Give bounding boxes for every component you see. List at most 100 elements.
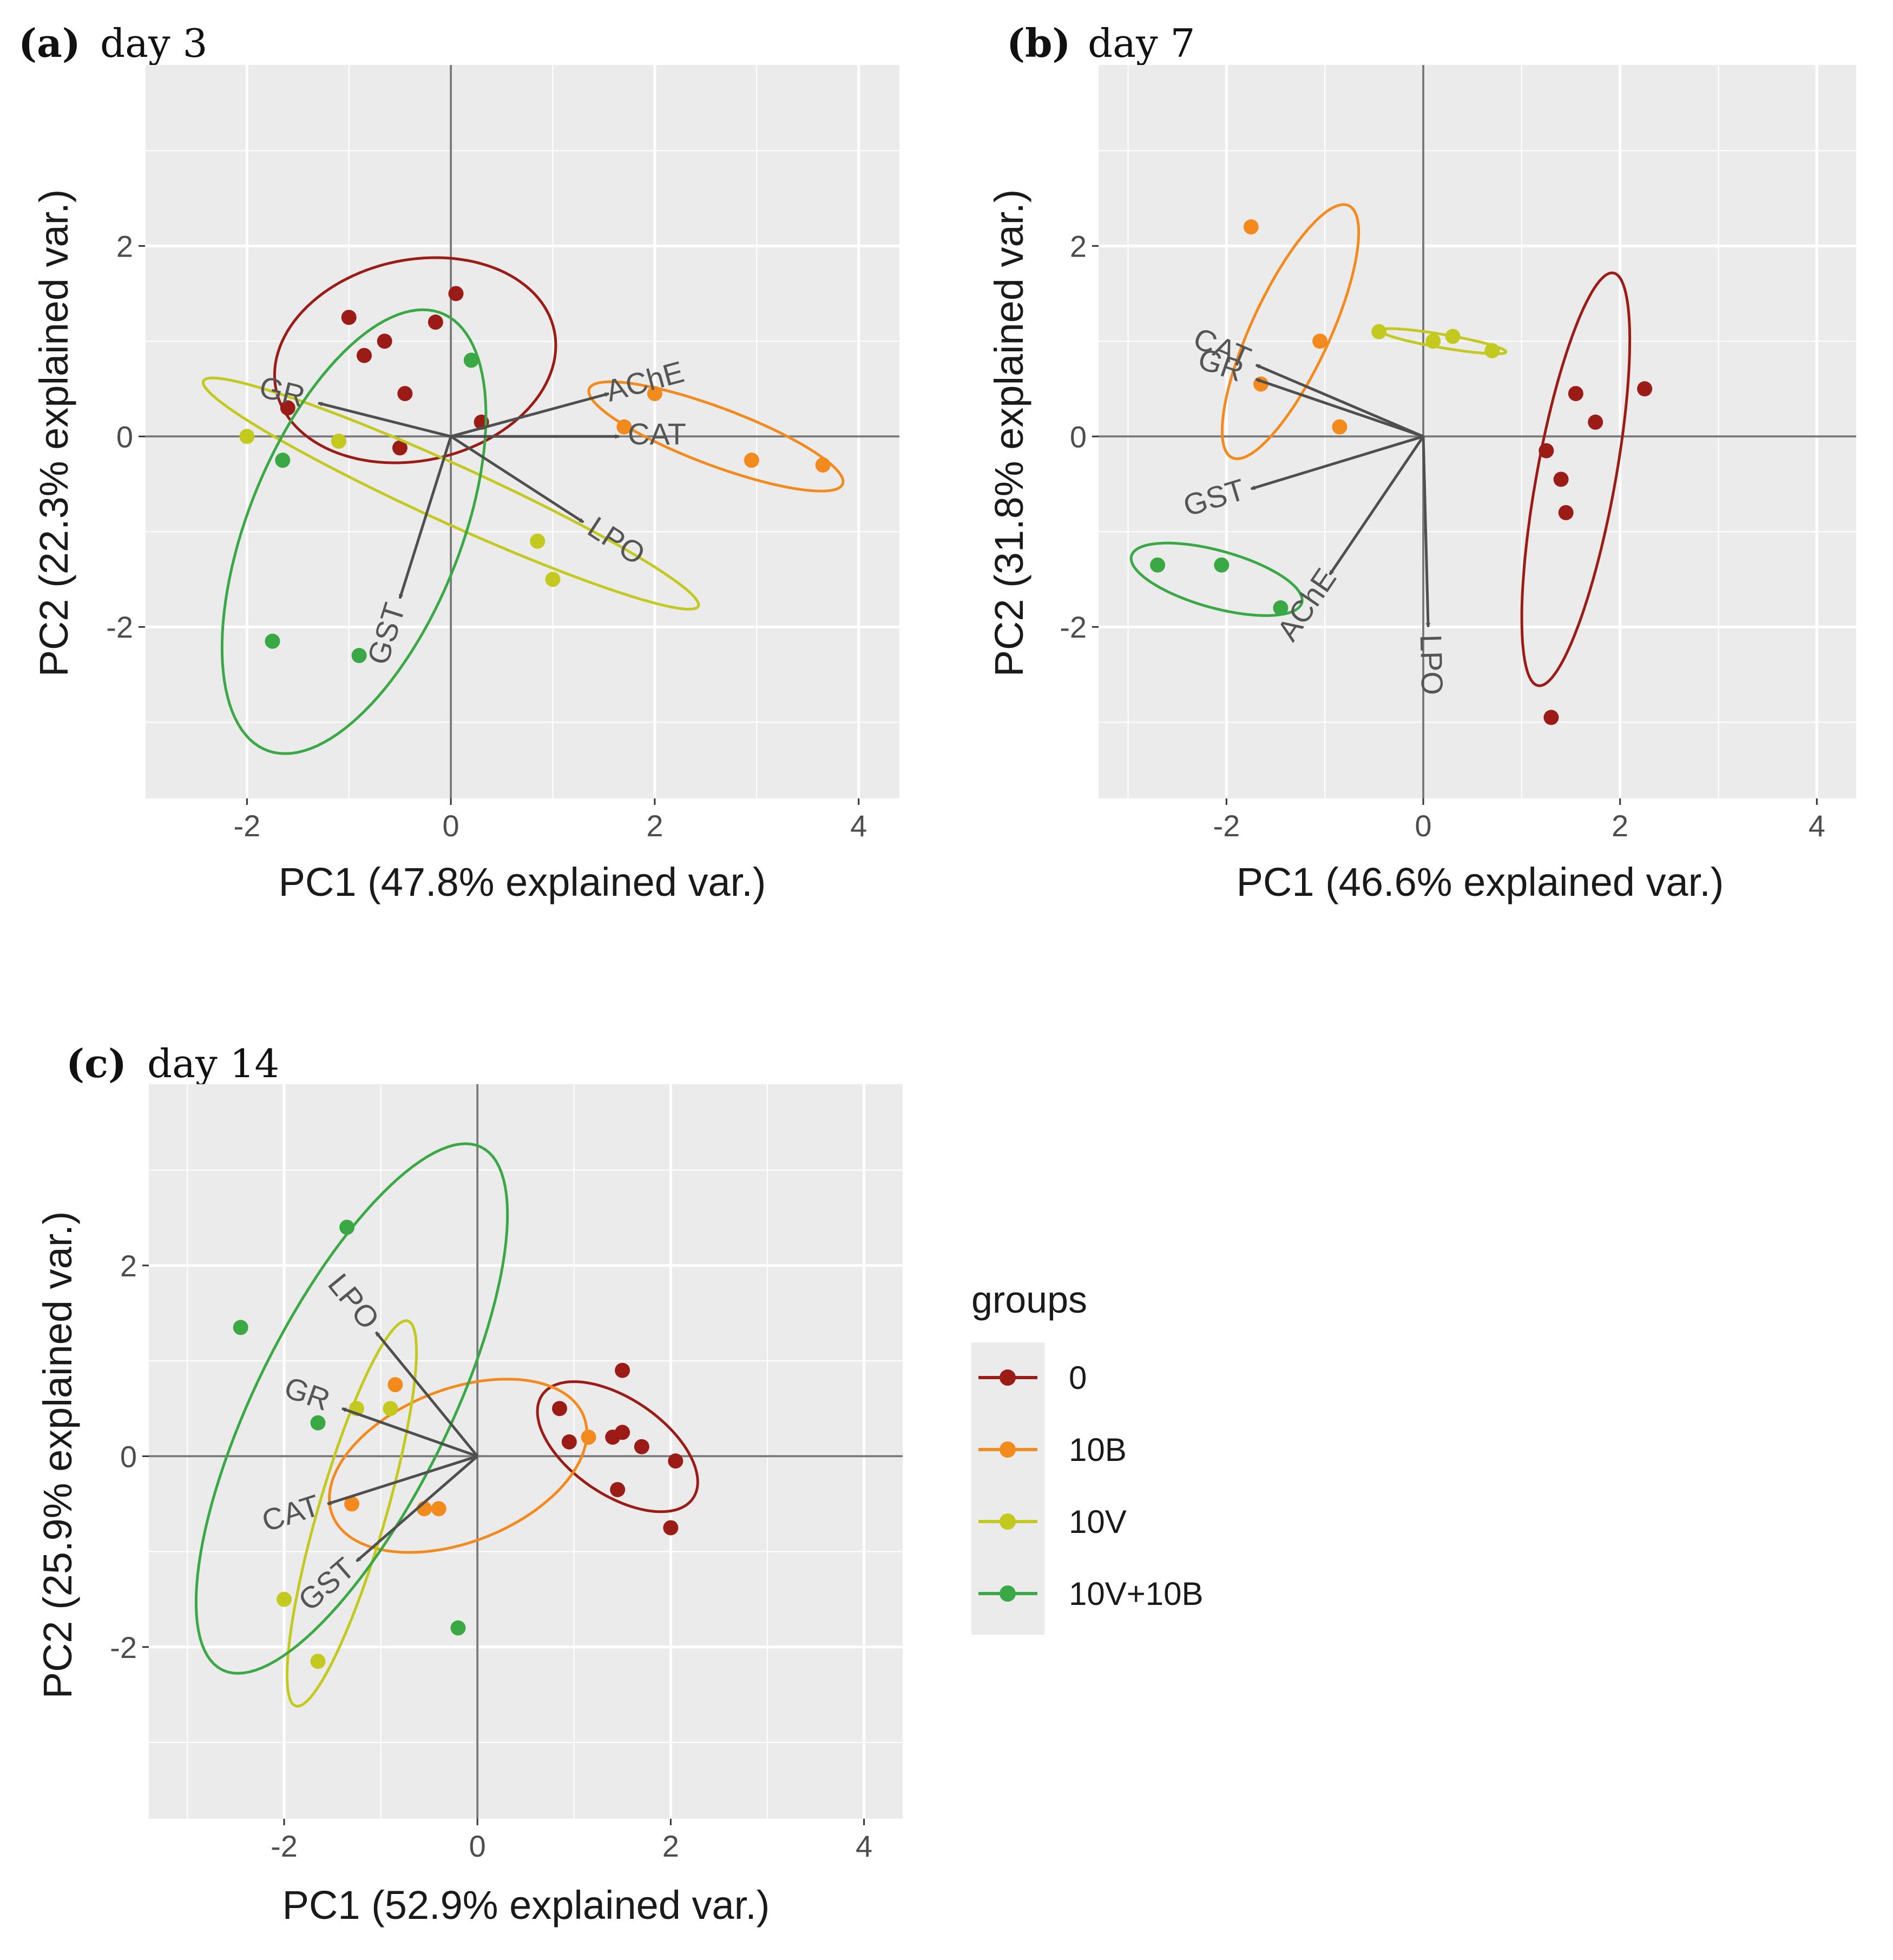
legend-item-label: 10B [1069,1432,1127,1468]
y-axis-label: PC2 (31.8% explained var.) [987,189,1031,677]
point-group-0 [615,1362,630,1378]
point-group-10V [530,533,545,549]
loading-arrow-lpo [1422,436,1428,627]
point-group-0 [1553,471,1569,487]
point-group-10V [545,572,561,587]
ellipse-group-10B [1220,203,1360,461]
point-group-10V [310,1654,326,1669]
x-tick-label: 2 [662,1829,679,1863]
point-group-10V [1445,329,1461,344]
legend: groups 0 10B 10V 10V+10B [971,1279,1204,1635]
point-group-0 [1558,505,1574,521]
point-group-0 [377,333,392,349]
loading-arrow-ache [450,392,609,438]
point-group-10V+10B [450,1620,466,1636]
x-tick-label: 2 [1612,809,1628,843]
point-group-10V+10B [265,633,280,649]
loading-arrow-cat [327,1454,478,1505]
point-group-10B [581,1430,596,1445]
point-group-10V [383,1401,398,1417]
point-group-10V+10B [463,352,479,368]
point-group-10V [239,429,255,444]
y-tick-label: 2 [116,229,133,263]
point-group-10V+10B [310,1415,326,1431]
loading-arrow-ache [1329,435,1425,575]
point-group-10V+10B [233,1320,248,1335]
x-tick-label: -2 [271,1829,298,1863]
loading-label-lpo: LPO [1414,634,1450,696]
loading-arrow-gst [356,1455,478,1563]
panel-title: day 14 [147,1041,279,1086]
point-group-0 [634,1439,649,1454]
legend-item-label: 10V+10B [1069,1576,1204,1612]
y-tick-label: 0 [1070,419,1087,454]
panel-title: day 3 [100,21,207,66]
point-group-0 [1539,443,1554,458]
point-group-10V [331,434,346,449]
point-group-0 [1568,386,1583,402]
panel-background [145,65,899,798]
loading-arrow-lpo [374,1331,479,1457]
legend-key-point [1000,1585,1016,1602]
y-tick-label: 0 [120,1439,137,1473]
point-group-10V+10B [1214,557,1230,573]
x-tick-label: 4 [850,809,867,843]
loading-arrow-lpo [450,435,584,523]
ellipse-group-10V+10B [1129,541,1304,617]
legend-key-point [1000,1441,1016,1458]
point-group-10V [277,1591,292,1607]
point-group-10V+10B [1273,600,1289,616]
point-group-0 [615,1425,630,1440]
ellipse-group-10V [201,376,700,611]
point-group-0 [448,286,464,301]
legend-item-label: 10V [1069,1504,1127,1540]
legend-key-point [1000,1513,1016,1530]
point-group-0 [1588,414,1603,430]
loading-arrow-gst [1251,435,1424,490]
point-group-0 [552,1401,568,1417]
point-group-0 [428,314,443,330]
point-group-0 [610,1482,626,1497]
x-axis-label: PC1 (47.8% explained var.) [279,860,766,904]
legend-title: groups [971,1279,1087,1321]
point-group-10B [344,1496,360,1512]
x-tick-label: 4 [1809,809,1825,843]
point-group-0 [397,386,413,402]
point-group-10V+10B [339,1220,355,1235]
ellipse-group-0 [273,256,557,464]
point-group-0 [561,1434,577,1450]
y-tick-label: 2 [1070,229,1087,263]
y-tick-label: -2 [1060,610,1087,644]
legend-item-label: 0 [1069,1360,1087,1396]
y-tick-label: 0 [116,419,133,454]
point-group-10B [616,419,632,435]
point-group-10B [1332,419,1348,435]
loading-label-cat: CAT [628,417,686,451]
ellipse-group-10V+10B [220,308,488,755]
y-tick-label: -2 [106,610,133,644]
point-group-10B [387,1377,403,1393]
point-group-10V+10B [351,648,367,664]
point-group-0 [341,310,357,325]
point-group-10V+10B [275,453,291,468]
panel-letter: (c) [66,1040,127,1086]
ellipse-group-0 [536,1380,699,1513]
point-group-0 [1637,381,1653,397]
point-group-10V [1425,333,1441,349]
x-tick-label: 2 [646,809,663,843]
point-group-10V+10B [1150,557,1166,573]
loading-arrow-gst [398,436,452,598]
y-axis-label: PC2 (25.9% explained var.) [35,1211,80,1699]
ellipse-group-10B [587,380,845,493]
x-tick-label: 4 [856,1829,872,1863]
y-axis-label: PC2 (22.3% explained var.) [31,189,76,677]
x-axis-label: PC1 (52.9% explained var.) [282,1883,770,1928]
x-tick-label: 0 [469,1829,486,1863]
x-tick-label: -2 [233,809,260,843]
